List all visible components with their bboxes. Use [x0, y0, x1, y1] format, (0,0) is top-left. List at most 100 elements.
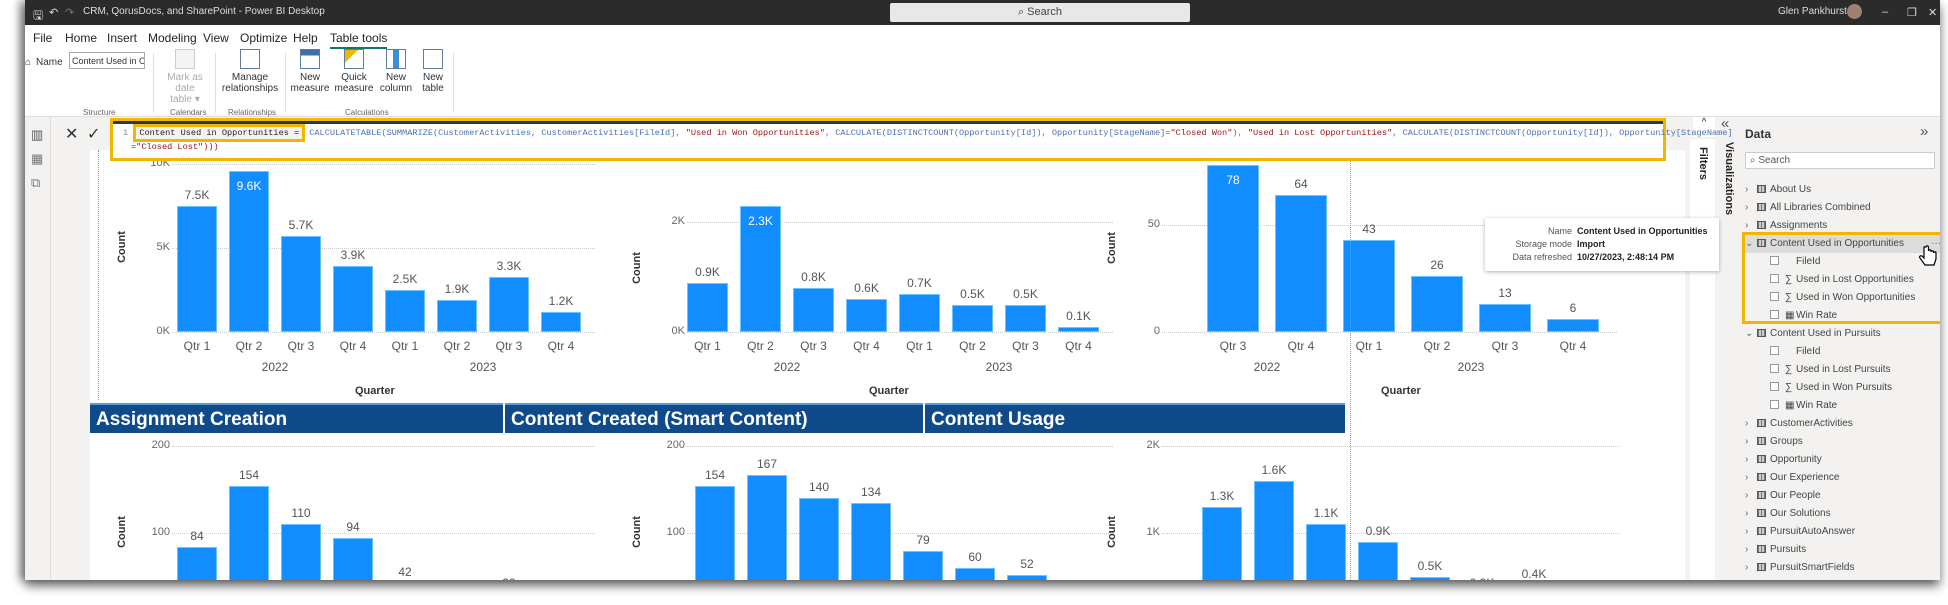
data-tree-item[interactable]: › Our People [1745, 487, 1821, 505]
data-tree-item[interactable]: ▦ Win Rate [1770, 307, 1837, 325]
save-icon[interactable]: 🖫 [33, 8, 44, 22]
table-name-input[interactable] [69, 52, 145, 69]
section-header: Assignment Creation [90, 403, 503, 433]
new-column-button[interactable]: New column [377, 49, 415, 94]
chevron-right-icon[interactable]: › [1745, 508, 1749, 519]
data-label: 154 [238, 468, 260, 483]
chevron-right-icon[interactable]: › [1745, 472, 1749, 483]
data-tree-item[interactable]: › Assignments [1745, 217, 1827, 235]
data-tree-item[interactable]: › Pursuits [1745, 541, 1806, 559]
checkbox[interactable] [1770, 382, 1779, 391]
mark-as-date-table-button[interactable]: Mark as date table ▾ [160, 49, 210, 105]
data-tree-item[interactable]: › Our Solutions [1745, 505, 1831, 523]
table-icon [423, 49, 443, 69]
data-label: 2.3K [748, 214, 773, 228]
data-tree-item[interactable]: › Groups [1745, 433, 1803, 451]
table-icon [1757, 509, 1766, 517]
data-label: 79 [916, 533, 930, 548]
data-tree-item[interactable]: ∑ Used in Lost Pursuits [1770, 361, 1891, 379]
data-tree-item[interactable]: › Opportunity [1745, 451, 1822, 469]
visualizations-label[interactable]: Visualizations [1723, 142, 1735, 216]
data-tree-item[interactable]: › About Us [1745, 181, 1811, 199]
minimize-icon[interactable]: – [1882, 6, 1889, 18]
checkbox[interactable] [1770, 400, 1779, 409]
data-tree-item[interactable]: ⌄ Content Used in Pursuits [1745, 325, 1881, 343]
menu-insert[interactable]: Insert [107, 31, 138, 45]
bar [281, 236, 321, 332]
more-options-icon[interactable]: ··· [1931, 238, 1940, 249]
data-tree-item[interactable]: ▦ Win Rate [1770, 397, 1837, 415]
commit-formula-icon[interactable]: ✓ [87, 126, 101, 143]
filters-pane-collapsed[interactable]: Filters [1690, 139, 1715, 580]
data-tree-label: About Us [1770, 184, 1812, 195]
y-tick-label: 2K [671, 215, 685, 228]
collapse-data-pane-icon[interactable]: » [1920, 123, 1929, 140]
data-tree-item[interactable]: ∑ Used in Won Opportunities [1770, 289, 1915, 307]
avatar[interactable] [1847, 4, 1862, 19]
checkbox[interactable] [1770, 364, 1779, 373]
chevron-right-icon[interactable]: › [1745, 184, 1749, 195]
gridline [687, 332, 1113, 333]
menu-view[interactable]: View [203, 31, 229, 45]
checkbox[interactable] [1770, 310, 1779, 319]
chevron-right-icon[interactable]: › [1745, 418, 1749, 429]
checkbox[interactable] [1770, 256, 1779, 265]
cancel-formula-icon[interactable]: ✕ [65, 126, 79, 143]
chevron-right-icon[interactable]: › [1745, 562, 1749, 573]
expand-visualizations-icon[interactable]: « [1721, 115, 1730, 132]
checkbox[interactable] [1770, 292, 1779, 301]
menu-table-tools[interactable]: Table tools [330, 31, 388, 49]
report-view-icon[interactable]: ▥ [31, 127, 44, 142]
bar [229, 170, 269, 332]
restore-icon[interactable]: ❐ [1907, 7, 1917, 19]
data-search-input[interactable]: ⌕ Search [1745, 152, 1935, 169]
window-title: CRM, QorusDocs, and SharePoint - Power B… [83, 6, 325, 17]
chevron-right-icon[interactable]: › [1745, 436, 1749, 447]
y-tick-label: 0 [1153, 325, 1160, 337]
formula-bar[interactable]: 1 Content Used in Opportunities = CALCULA… [110, 118, 1733, 161]
data-label: 1.9K [444, 282, 470, 297]
data-tree-item[interactable]: › PursuitSmartFields [1745, 559, 1854, 577]
data-tree-item[interactable]: › Our Experience [1745, 469, 1839, 487]
menu-home[interactable]: Home [65, 31, 98, 45]
chevron-right-icon[interactable]: › [1745, 220, 1749, 231]
model-view-icon[interactable]: ⧉ [31, 175, 41, 190]
data-tree-item[interactable]: ∑ Used in Lost Opportunities [1770, 271, 1914, 289]
data-tree-item[interactable]: › PursuitAutoAnswer [1745, 523, 1855, 541]
group-label: Relationships [228, 108, 277, 117]
table-view-icon[interactable]: ▦ [31, 151, 44, 166]
quick-measure-button[interactable]: Quick measure [333, 49, 375, 94]
chevron-down-icon[interactable]: ⌄ [1745, 328, 1754, 339]
data-pane-title: Data [1745, 127, 1772, 141]
menu-help[interactable]: Help [293, 31, 318, 45]
data-tree-item[interactable]: FileId [1770, 343, 1820, 361]
close-icon[interactable]: ✕ [1928, 7, 1938, 19]
data-tree-item[interactable]: › All Libraries Combined [1745, 199, 1871, 217]
checkbox[interactable] [1770, 346, 1779, 355]
search-box[interactable]: ⌕ Search [890, 3, 1190, 22]
x-tick-label: Qtr 2 [235, 339, 263, 353]
undo-icon[interactable]: ↶ [49, 7, 59, 19]
data-tree-item[interactable]: FileId [1770, 253, 1820, 271]
chevron-down-icon[interactable]: ⌄ [1745, 238, 1754, 249]
redo-icon[interactable]: ↷ [65, 7, 75, 19]
menu-file[interactable]: File [33, 31, 53, 45]
x-tick-label: Qtr 4 [547, 339, 575, 353]
chevron-right-icon[interactable]: › [1745, 490, 1749, 501]
manage-relationships-button[interactable]: Manage relationships [220, 49, 280, 94]
data-label: 60 [968, 549, 982, 564]
new-table-button[interactable]: New table [417, 49, 449, 94]
data-tree-item[interactable]: ∑ Used in Won Pursuits [1770, 379, 1892, 397]
data-tree-item[interactable]: ⌄ Content Used in Opportunities ··· [1745, 235, 1940, 253]
gridline [172, 164, 595, 165]
chevron-right-icon[interactable]: › [1745, 526, 1749, 537]
collapse-up-icon[interactable]: ^ [1693, 117, 1715, 137]
chevron-right-icon[interactable]: › [1745, 202, 1749, 213]
checkbox[interactable] [1770, 274, 1779, 283]
chevron-right-icon[interactable]: › [1745, 544, 1749, 555]
chevron-right-icon[interactable]: › [1745, 454, 1749, 465]
menu-optimize[interactable]: Optimize [240, 31, 288, 45]
menu-modeling[interactable]: Modeling [148, 31, 197, 45]
data-tree-item[interactable]: › CustomerActivities [1745, 415, 1853, 433]
new-measure-button[interactable]: New measure [289, 49, 331, 94]
